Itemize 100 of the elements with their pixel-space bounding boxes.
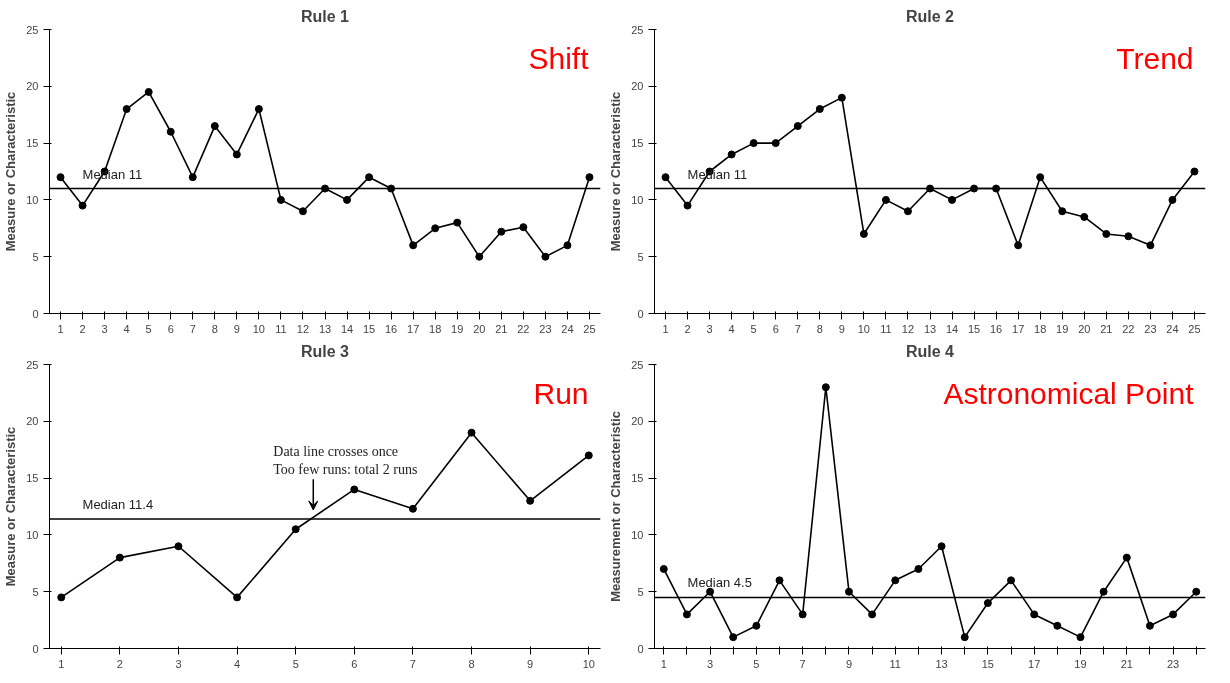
y-tick-label: 10 (631, 193, 644, 206)
x-tick-label: 23 (1166, 657, 1180, 670)
y-tick-label: 25 (26, 358, 39, 371)
x-tick-label: 20 (473, 322, 486, 335)
x-tick-label: 17 (1028, 657, 1041, 670)
x-tick-label: 7 (794, 322, 801, 335)
x-tick-label: 19 (1056, 322, 1069, 335)
x-tick-label: 17 (1012, 322, 1025, 335)
x-tick-label: 1 (58, 657, 65, 670)
x-tick-label: 23 (539, 322, 552, 335)
x-tick-label: 24 (1166, 322, 1179, 335)
x-tick-label: 10 (857, 322, 871, 335)
x-tick-label: 2 (116, 657, 123, 670)
y-tick-label: 25 (631, 23, 644, 36)
x-tick-label: 7 (409, 657, 416, 670)
x-tick-label: 21 (495, 322, 508, 335)
x-tick-label: 22 (517, 322, 530, 335)
x-tick-label: 4 (728, 322, 735, 335)
x-tick-label: 1 (662, 322, 669, 335)
x-tick-label: 3 (175, 657, 182, 670)
x-tick-label: 9 (527, 657, 534, 670)
chart-title: Rule 1 (300, 7, 350, 25)
x-tick-label: 10 (582, 657, 595, 670)
y-tick-label: 15 (26, 472, 39, 485)
annotation: Shift (528, 41, 590, 75)
x-tick-label: 21 (1100, 322, 1113, 335)
x-tick-label: 6 (167, 322, 174, 335)
x-tick-label: 2 (79, 322, 86, 335)
x-tick-label: 8 (468, 657, 475, 670)
x-tick-label: 14 (340, 322, 354, 335)
y-tick-label: 5 (637, 250, 644, 263)
y-tick-label: 5 (637, 585, 644, 598)
x-tick-label: 4 (123, 322, 130, 335)
y-tick-label: 25 (631, 358, 644, 371)
chart-title: Rule 3 (300, 342, 350, 360)
x-tick-label: 8 (816, 322, 823, 335)
y-tick-label: 15 (631, 137, 644, 150)
x-tick-label: 15 (967, 322, 981, 335)
x-tick-label: 11 (889, 657, 901, 670)
x-tick-label: 6 (772, 322, 779, 335)
x-tick-label: 5 (145, 322, 152, 335)
x-tick-label: 10 (252, 322, 266, 335)
x-tick-label: 16 (990, 322, 1003, 335)
x-tick-label: 9 (838, 322, 845, 335)
chart-title: Rule 2 (905, 7, 955, 25)
annotation: Run (533, 376, 589, 410)
x-tick-label: 18 (1034, 322, 1047, 335)
y-tick-label: 20 (631, 415, 644, 428)
x-tick-label: 19 (451, 322, 464, 335)
ref-line-label: Median 4.5 (687, 575, 752, 591)
x-tick-label: 14 (945, 322, 959, 335)
x-tick-label: 13 (318, 322, 332, 335)
x-tick-label: 9 (233, 322, 240, 335)
x-tick-label: 7 (799, 657, 806, 670)
y-tick-label: 15 (26, 137, 39, 150)
ref-line-label: Median 11.4 (82, 497, 154, 512)
y-tick-label: 20 (26, 80, 39, 93)
x-tick-label: 23 (1144, 322, 1157, 335)
x-tick-label: 7 (189, 322, 196, 335)
y-axis-title: Measure or Characteristic (3, 91, 19, 252)
chart-title: Rule 4 (905, 342, 955, 360)
x-tick-label: 3 (706, 322, 713, 335)
x-tick-label: 22 (1122, 322, 1135, 335)
y-tick-label: 20 (631, 80, 644, 93)
x-tick-label: 12 (296, 322, 310, 335)
x-tick-label: 16 (385, 322, 398, 335)
x-tick-label: 21 (1120, 657, 1133, 670)
x-tick-label: 1 (660, 657, 667, 670)
y-tick-label: 15 (631, 472, 644, 485)
x-tick-label: 13 (923, 322, 937, 335)
annotation: Astronomical Point (943, 376, 1195, 410)
x-tick-label: 11 (275, 322, 287, 335)
y-axis-title: Measure or Characteristic (3, 426, 19, 587)
x-tick-label: 20 (1078, 322, 1091, 335)
x-tick-label: 25 (583, 322, 596, 335)
y-axis-title: Measurement or Characteristic (608, 411, 624, 602)
x-tick-label: 2 (684, 322, 691, 335)
x-tick-label: 15 (981, 657, 995, 670)
y-tick-label: 5 (32, 250, 39, 263)
y-tick-label: 25 (26, 23, 39, 36)
y-tick-label: 20 (26, 415, 39, 428)
x-tick-label: 25 (1188, 322, 1201, 335)
x-tick-label: 8 (211, 322, 218, 335)
y-tick-label: 0 (32, 642, 39, 655)
y-tick-label: 10 (26, 528, 39, 541)
annotation: Trend (1116, 41, 1194, 75)
x-tick-label: 9 (845, 657, 853, 670)
annotation: Data line crosses once Too few runs: total 2 runs (273, 444, 418, 478)
x-tick-label: 12 (901, 322, 915, 335)
x-tick-label: 24 (561, 322, 574, 335)
x-tick-label: 15 (362, 322, 376, 335)
x-tick-label: 6 (351, 657, 358, 670)
x-tick-label: 3 (101, 322, 108, 335)
x-tick-label: 3 (707, 657, 714, 670)
y-tick-label: 0 (637, 307, 644, 320)
x-tick-label: 5 (292, 657, 299, 670)
x-tick-label: 19 (1074, 657, 1087, 670)
x-tick-label: 1 (57, 322, 64, 335)
x-tick-label: 13 (935, 657, 948, 670)
y-tick-label: 0 (32, 307, 39, 320)
